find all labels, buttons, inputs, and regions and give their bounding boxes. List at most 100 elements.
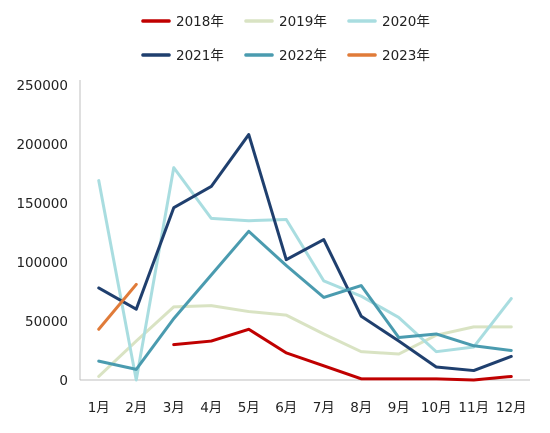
data-point bbox=[172, 317, 175, 320]
x-tick-label: 9月 bbox=[388, 400, 410, 416]
legend-item: 2019年 bbox=[244, 14, 327, 30]
data-point bbox=[435, 350, 438, 353]
data-point bbox=[135, 379, 138, 382]
data-point bbox=[397, 340, 400, 343]
series-group bbox=[97, 133, 513, 382]
y-tick-label: 250000 bbox=[16, 78, 68, 94]
data-point bbox=[285, 258, 288, 261]
x-tick-label: 11月 bbox=[458, 400, 489, 416]
legend-item: 2020年 bbox=[347, 14, 430, 30]
data-point bbox=[360, 295, 363, 298]
data-point bbox=[97, 375, 100, 378]
data-point bbox=[247, 310, 250, 313]
legend-label: 2019年 bbox=[279, 14, 327, 30]
data-point bbox=[135, 368, 138, 371]
data-point bbox=[285, 351, 288, 354]
data-point bbox=[135, 308, 138, 311]
data-point bbox=[360, 284, 363, 287]
axes: 0 50000 100000 150000 200000 250000 1月 2月 3月 4月 5月… bbox=[16, 78, 530, 416]
data-point bbox=[472, 344, 475, 347]
data-point bbox=[360, 350, 363, 353]
data-point bbox=[510, 349, 513, 352]
series-2022年 bbox=[97, 229, 513, 371]
data-point bbox=[397, 336, 400, 339]
series-2021年 bbox=[97, 133, 513, 373]
x-tick-label: 4月 bbox=[200, 400, 222, 416]
legend-label: 2023年 bbox=[382, 48, 430, 64]
y-tick-label: 50000 bbox=[25, 314, 68, 330]
series-2023年 bbox=[97, 282, 138, 331]
data-point bbox=[210, 185, 213, 188]
data-point bbox=[135, 340, 138, 343]
data-point bbox=[397, 353, 400, 356]
data-point bbox=[322, 279, 325, 282]
legend-label: 2021年 bbox=[176, 48, 224, 64]
data-point bbox=[472, 325, 475, 328]
data-point bbox=[247, 219, 250, 222]
data-point bbox=[360, 377, 363, 380]
data-point bbox=[210, 217, 213, 220]
y-tick-label: 100000 bbox=[16, 255, 68, 271]
data-point bbox=[397, 377, 400, 380]
y-tick-label: 200000 bbox=[16, 137, 68, 153]
data-point bbox=[97, 286, 100, 289]
data-point bbox=[397, 316, 400, 319]
series-line bbox=[97, 282, 138, 331]
data-point bbox=[510, 355, 513, 358]
data-point bbox=[210, 304, 213, 307]
x-tick-label: 5月 bbox=[238, 400, 260, 416]
x-tick-label: 8月 bbox=[350, 400, 372, 416]
legend: 2018年 2019年 2020年 2021年 2022年 2023年 bbox=[141, 14, 430, 64]
series-line bbox=[172, 327, 513, 382]
x-tick-label: 3月 bbox=[163, 400, 185, 416]
data-point bbox=[285, 314, 288, 317]
data-point bbox=[435, 332, 438, 335]
data-point bbox=[97, 328, 100, 331]
x-tick-label: 2月 bbox=[125, 400, 147, 416]
data-point bbox=[510, 375, 513, 378]
data-point bbox=[247, 328, 250, 331]
y-tick-label: 150000 bbox=[16, 196, 68, 212]
data-point bbox=[322, 364, 325, 367]
legend-item: 2022年 bbox=[244, 48, 327, 64]
data-point bbox=[172, 305, 175, 308]
data-point bbox=[135, 283, 138, 286]
data-point bbox=[285, 264, 288, 267]
series-2019年 bbox=[97, 304, 513, 378]
x-tick-label: 6月 bbox=[275, 400, 297, 416]
data-point bbox=[435, 377, 438, 380]
series-line bbox=[97, 166, 513, 382]
y-tick-label: 0 bbox=[59, 373, 68, 389]
data-point bbox=[247, 133, 250, 136]
x-tick-label: 12月 bbox=[496, 400, 527, 416]
legend-item: 2018年 bbox=[141, 14, 224, 30]
data-point bbox=[172, 206, 175, 209]
data-point bbox=[210, 340, 213, 343]
data-point bbox=[435, 366, 438, 369]
series-2018年 bbox=[172, 327, 513, 382]
legend-item: 2021年 bbox=[141, 48, 224, 64]
data-point bbox=[472, 379, 475, 382]
data-point bbox=[510, 325, 513, 328]
series-line bbox=[97, 133, 513, 373]
data-point bbox=[172, 166, 175, 169]
legend-label: 2020年 bbox=[382, 14, 430, 30]
data-point bbox=[97, 360, 100, 363]
x-tick-label: 1月 bbox=[88, 400, 110, 416]
legend-item: 2023年 bbox=[347, 48, 430, 64]
data-point bbox=[97, 179, 100, 182]
data-point bbox=[360, 315, 363, 318]
data-point bbox=[472, 369, 475, 372]
data-point bbox=[322, 296, 325, 299]
x-tick-label: 7月 bbox=[313, 400, 335, 416]
data-point bbox=[322, 332, 325, 335]
legend-label: 2018年 bbox=[176, 14, 224, 30]
data-point bbox=[247, 230, 250, 233]
legend-label: 2022年 bbox=[279, 48, 327, 64]
data-point bbox=[510, 297, 513, 300]
data-point bbox=[322, 238, 325, 241]
x-tick-label: 10月 bbox=[421, 400, 452, 416]
series-2020年 bbox=[97, 166, 513, 382]
data-point bbox=[172, 343, 175, 346]
